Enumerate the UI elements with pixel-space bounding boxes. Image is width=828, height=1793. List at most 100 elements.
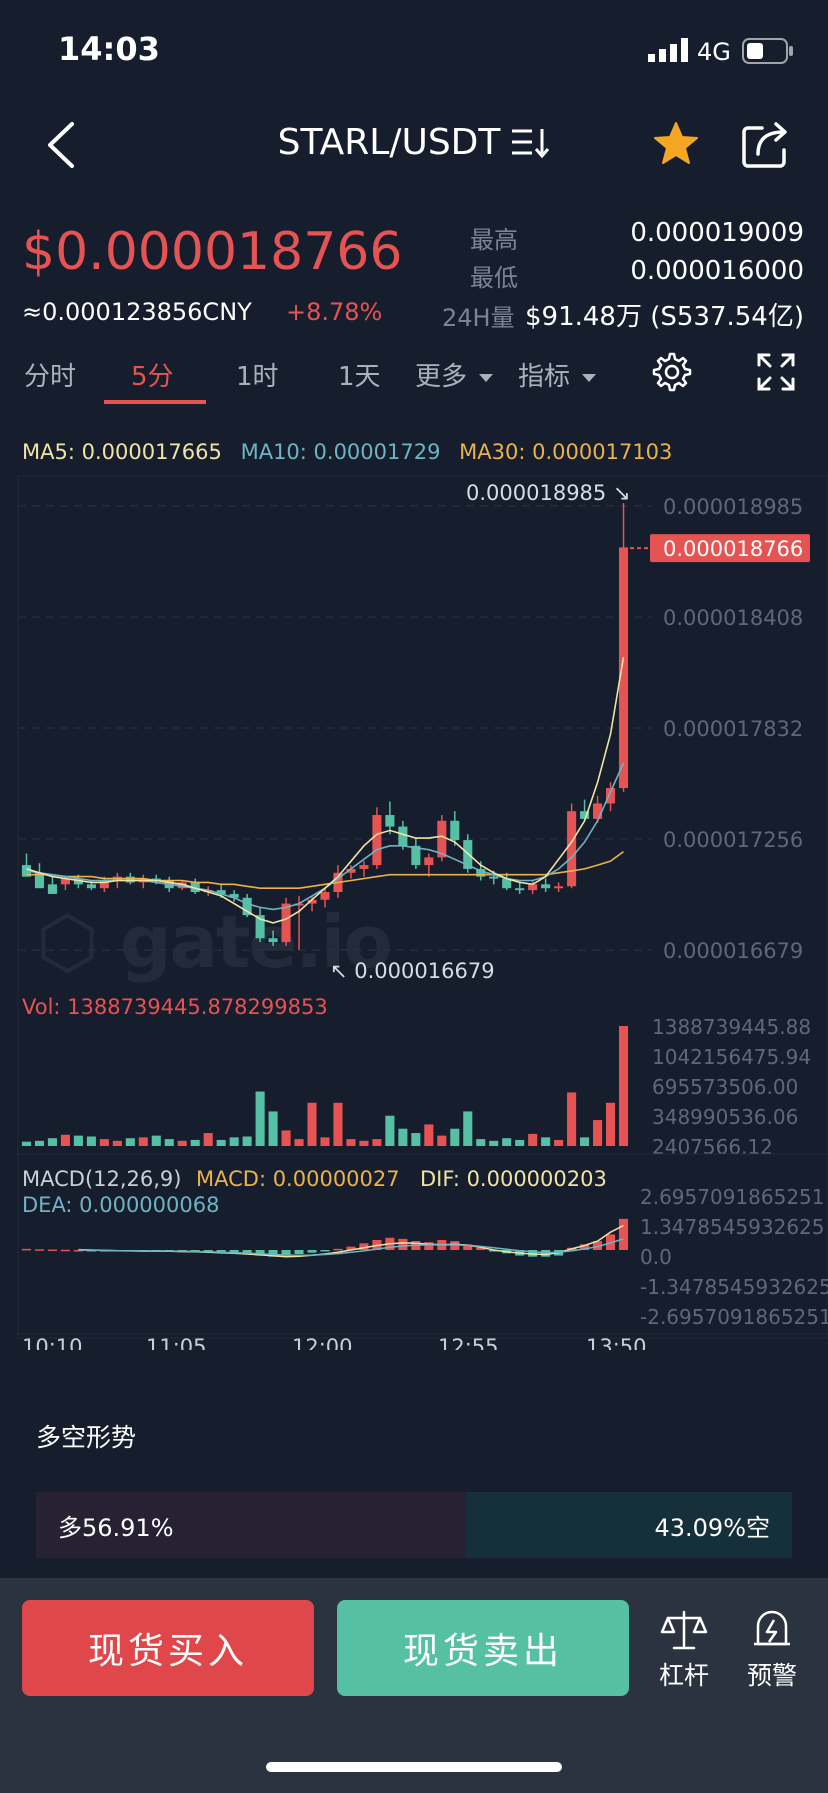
spot-buy-button[interactable]: 现货买入 bbox=[22, 1600, 314, 1696]
ma30-value: MA30: 0.000017103 bbox=[459, 440, 673, 464]
signal-icon bbox=[648, 38, 688, 62]
high-label: 最高 bbox=[470, 226, 518, 254]
favorite-star-icon[interactable] bbox=[652, 120, 700, 168]
volume-bar bbox=[151, 1135, 161, 1146]
volume-bar bbox=[333, 1102, 343, 1146]
tab-timeshare[interactable]: 分时 bbox=[24, 362, 77, 392]
macd-histogram-bar bbox=[268, 1250, 278, 1257]
tab-more[interactable]: 更多 bbox=[415, 356, 494, 393]
fullscreen-icon[interactable] bbox=[756, 352, 796, 392]
macd-histogram-bar bbox=[346, 1246, 356, 1250]
volume-bar bbox=[216, 1139, 226, 1146]
network-type: 4G bbox=[697, 38, 731, 66]
ma10-value: MA10: 0.00001729 bbox=[240, 440, 441, 464]
volume-bar bbox=[424, 1124, 434, 1146]
pair-selector[interactable]: STARL/USDT bbox=[0, 122, 828, 163]
volume-bar bbox=[73, 1135, 83, 1146]
candle-body bbox=[605, 788, 616, 804]
chart-frame bbox=[17, 475, 828, 1339]
volume-bar bbox=[21, 1141, 32, 1146]
macd-histogram-bar bbox=[229, 1250, 239, 1253]
volume-bar bbox=[489, 1140, 499, 1146]
macd-histogram-bar bbox=[476, 1247, 486, 1250]
volume-bar bbox=[554, 1139, 564, 1146]
volume-bar bbox=[437, 1135, 447, 1146]
macd-histogram-bar bbox=[216, 1250, 226, 1252]
candle-body bbox=[99, 880, 109, 889]
spot-sell-button[interactable]: 现货卖出 bbox=[337, 1600, 629, 1696]
alert-button[interactable]: 预警 bbox=[732, 1608, 812, 1692]
last-price: $0.000018766 bbox=[22, 222, 403, 282]
candle-body bbox=[73, 878, 83, 885]
candle-body bbox=[593, 803, 603, 819]
macd-histogram-bar bbox=[60, 1249, 70, 1252]
candle-body bbox=[450, 820, 460, 841]
tab-indicators-label: 指标 bbox=[518, 362, 571, 392]
tab-indicators[interactable]: 指标 bbox=[518, 356, 597, 393]
high-value: 0.000019009 bbox=[630, 218, 804, 248]
short-ratio: 43.09%空 bbox=[466, 1492, 792, 1558]
volume-axis-label: 348990536.06 bbox=[652, 1105, 798, 1129]
tab-1day[interactable]: 1天 bbox=[338, 362, 381, 392]
candle-body bbox=[372, 815, 382, 866]
macd-histogram-bar bbox=[190, 1250, 200, 1252]
candle-body bbox=[515, 888, 525, 891]
candle-body bbox=[281, 903, 291, 943]
volume-bar bbox=[463, 1111, 473, 1146]
max-price-annotation: 0.000018985 ↘ bbox=[466, 481, 631, 505]
macd-histogram-bar bbox=[618, 1218, 629, 1250]
candle-body bbox=[229, 893, 239, 898]
share-icon[interactable] bbox=[740, 120, 790, 170]
volume-bar bbox=[294, 1139, 304, 1146]
back-icon[interactable] bbox=[42, 118, 82, 172]
current-price-tag bbox=[650, 534, 810, 563]
balance-scale-icon bbox=[660, 1610, 708, 1650]
low-label: 最低 bbox=[470, 264, 518, 292]
volume-bar bbox=[164, 1139, 174, 1146]
time-axis-label: 12:00 bbox=[292, 1335, 353, 1350]
candle-body bbox=[437, 820, 447, 858]
tab-1hour[interactable]: 1时 bbox=[236, 362, 279, 392]
alert-label: 预警 bbox=[746, 1661, 797, 1690]
tab-5min[interactable]: 5分 bbox=[131, 362, 174, 392]
time-axis-label: 11:05 bbox=[146, 1335, 207, 1350]
candle-body bbox=[216, 890, 226, 894]
leverage-button[interactable]: 杠杆 bbox=[644, 1608, 724, 1692]
candle-body bbox=[151, 878, 161, 881]
volume-bar bbox=[541, 1137, 551, 1146]
dea-value: DEA: 0.000000068 bbox=[22, 1193, 219, 1217]
volume-bar bbox=[86, 1136, 96, 1146]
volume-bar bbox=[398, 1128, 408, 1146]
candle-body bbox=[489, 876, 499, 879]
volume-bar bbox=[411, 1133, 421, 1146]
volume-bar bbox=[346, 1139, 356, 1146]
volume-axis-label: 1388739445.88 bbox=[652, 1015, 811, 1039]
candle-body bbox=[398, 826, 408, 846]
gear-icon[interactable] bbox=[650, 350, 694, 394]
switch-pair-icon bbox=[512, 128, 550, 158]
long-short-bar: 多56.91% 43.09%空 bbox=[36, 1492, 792, 1558]
ma-legend: MA5: 0.000017665 MA10: 0.00001729 MA30: … bbox=[22, 440, 684, 464]
candle-body bbox=[528, 884, 538, 891]
macd-axis-label: 2.6957091865251 bbox=[640, 1185, 825, 1209]
dea-line bbox=[78, 1238, 624, 1257]
candle-body bbox=[47, 884, 57, 894]
volume-axis-label: 695573506.00 bbox=[652, 1075, 798, 1099]
volume-label: Vol: 1388739445.878299853 bbox=[22, 995, 328, 1019]
candle-body bbox=[86, 884, 96, 889]
macd-histogram-bar bbox=[242, 1250, 252, 1254]
volume-bar bbox=[138, 1137, 148, 1146]
candle-body bbox=[21, 865, 32, 877]
candle-body bbox=[242, 897, 252, 916]
active-tab-underline bbox=[104, 400, 206, 404]
volume-bar bbox=[177, 1140, 187, 1146]
low-value: 0.000016000 bbox=[630, 256, 804, 286]
volume-bar bbox=[515, 1139, 525, 1146]
pair-title: STARL/USDT bbox=[277, 122, 501, 163]
long-ratio: 多56.91% bbox=[36, 1492, 467, 1558]
kline-chart[interactable]: 0.000018985 0.000018408 0.000017832 0.00001… bbox=[0, 470, 828, 1350]
macd-histogram-bar bbox=[463, 1244, 473, 1250]
volume-bar bbox=[528, 1133, 538, 1146]
home-indicator bbox=[266, 1762, 562, 1772]
volume-bar bbox=[190, 1139, 200, 1146]
